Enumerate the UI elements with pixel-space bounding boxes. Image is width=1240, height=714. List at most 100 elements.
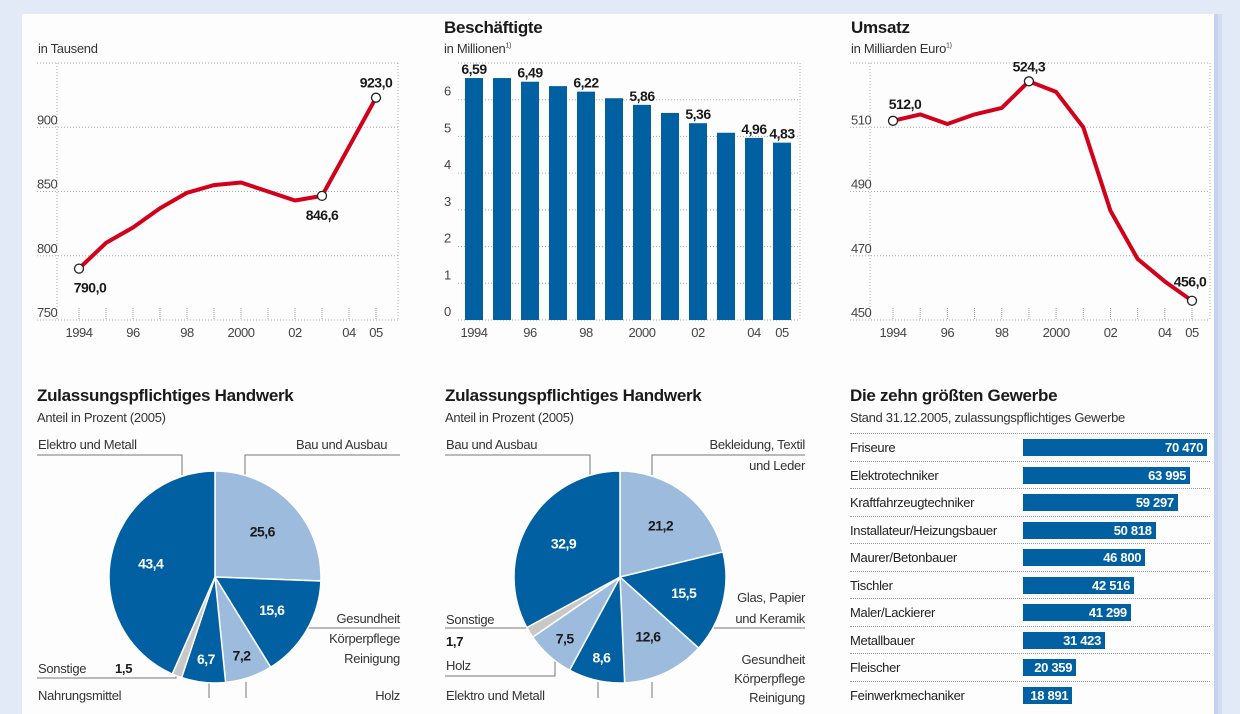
pie1-label-sonstige: Sonstige [38, 661, 87, 676]
top10-subtitle: Stand 31.12.2005, zulassungspflichtiges … [850, 410, 1125, 425]
y-tick-label: 3 [444, 194, 451, 209]
y-tick-label: 6 [444, 84, 451, 99]
data-label: 790,0 [74, 280, 107, 296]
bar [465, 78, 483, 320]
pie2-subtitle: Anteil in Prozent (2005) [445, 410, 574, 425]
trade-bar: 59 297 [1023, 494, 1178, 511]
data-label: 524,3 [1013, 58, 1046, 74]
slice-value-label: 7,5 [556, 631, 575, 647]
data-label: 6,22 [573, 75, 599, 91]
table-row: Feinwerkmechaniker 18 891 [850, 680, 1210, 708]
table-row: Friseure 70 470 [850, 433, 1210, 460]
x-tick-label: 2000 [1043, 325, 1070, 340]
x-tick-label: 1994 [66, 325, 93, 340]
data-label: 4,83 [769, 126, 795, 142]
x-tick-label: 96 [126, 325, 140, 340]
chart1-subtitle: in Tausend [38, 41, 98, 56]
chart1-line: 750 800 850 900 1994 96 98 2000 02 04 05 790,0 846,6… [37, 62, 399, 340]
slice-value-label: 12,6 [635, 628, 661, 644]
trade-bar: 18 891 [1023, 686, 1073, 704]
y-tick-label: 1 [444, 267, 451, 282]
trade-bar: 70 470 [1023, 439, 1207, 456]
pie1-title: Zulassungspflichtiges Handwerk [37, 386, 294, 405]
x-tick-label: 05 [775, 325, 789, 340]
chart3-title: Umsatz [851, 18, 910, 37]
x-tick-label: 96 [523, 325, 537, 340]
x-tick-label: 02 [691, 325, 705, 340]
pie2-label-gesundheit-1: Gesundheit [741, 652, 806, 667]
pie1-label-elektro: Elektro und Metall [38, 437, 137, 452]
y-tick-label: 0 [444, 304, 451, 319]
pie1-label-gesundheit-1: Gesundheit [336, 611, 401, 626]
data-label: 923,0 [360, 75, 393, 91]
trade-name: Maurer/Betonbauer [850, 550, 957, 565]
pie-slice [618, 551, 727, 650]
pie1-label-bau: Bau und Ausbau [296, 437, 388, 452]
x-tick-label: 1994 [461, 325, 488, 340]
bar [689, 123, 707, 320]
trade-bar: 63 995 [1023, 466, 1191, 484]
bar [633, 104, 651, 321]
pie2-label-glas-1: Glas, Papier [737, 590, 805, 605]
chart2-bars: 0 1 2 3 4 5 6 6,59 6,49 6,22 5,86 5,36 4,96 4,83 1994 9… [444, 61, 801, 340]
pie-slice [108, 470, 216, 676]
x-tick-label: 02 [288, 325, 302, 340]
chart2-title: Beschäftigte [444, 18, 543, 37]
table-row: Fleischer 20 359 [850, 653, 1210, 680]
chart3-subtitle: in Milliarden Euro1) [851, 41, 952, 56]
table-row: Tischler 42 516 [850, 570, 1210, 598]
slice-value-label: 6,7 [197, 651, 216, 667]
trade-name: Maler/Lackierer [850, 605, 936, 620]
pie1-label-gesundheit-2: Körperpflege [329, 631, 400, 646]
y-tick-label: 900 [37, 112, 57, 127]
x-tick-label: 98 [180, 325, 194, 340]
pie1-label-gesundheit-3: Reinigung [344, 651, 400, 666]
pie2-label-holz: Holz [446, 658, 471, 673]
x-tick-label: 02 [1104, 325, 1118, 340]
trade-name: Installateur/Heizungsbauer [850, 522, 997, 538]
data-point-marker [1186, 295, 1198, 306]
pie2-label-bau: Bau und Ausbau [446, 437, 538, 452]
slice-value-label: 43,4 [138, 555, 164, 571]
trade-name: Fleischer [850, 660, 901, 675]
bar [493, 78, 511, 320]
table-row: Installateur/Heizungsbauer 50 818 [850, 515, 1210, 543]
bar [521, 81, 539, 320]
data-label: 5,86 [629, 88, 655, 104]
pie2: 21,2 15,5 12,6 8,6 7,5 32,9 [445, 454, 805, 698]
pie1-sonstige-value: 1,5 [115, 661, 133, 676]
trade-name: Feinwerkmechaniker [850, 687, 965, 703]
data-point-marker [1023, 76, 1035, 87]
pie2-label-elektro: Elektro und Metall [446, 688, 545, 703]
table-row: Elektrotechniker 63 995 [850, 460, 1210, 488]
data-label: 456,0 [1174, 274, 1207, 290]
table-row: Kraftfahrzeugtechniker 59 297 [850, 488, 1210, 515]
x-tick-label: 04 [1158, 325, 1172, 340]
footnote-mark: 1) [946, 42, 952, 50]
y-tick-label: 2 [444, 231, 451, 246]
data-label: 6,49 [517, 65, 543, 81]
pie2-label-sonstige: Sonstige [446, 612, 495, 627]
chart2-subtitle: in Millionen1) [444, 41, 511, 56]
slice-value-label: 8,6 [592, 650, 611, 666]
trade-name: Friseure [850, 440, 896, 455]
trade-name: Tischler [850, 577, 893, 593]
slice-value-label: 32,9 [551, 535, 577, 551]
x-tick-label: 05 [369, 325, 383, 340]
pie2-label-bekleidung-1: Bekleidung, Textil [709, 437, 805, 452]
bar [549, 86, 567, 320]
pie-slice [619, 575, 700, 684]
x-tick-label: 04 [747, 325, 761, 340]
trade-bar: 31 423 [1023, 631, 1106, 649]
top10-title: Die zehn größten Gewerbe [850, 386, 1058, 405]
data-label: 6,59 [461, 61, 487, 77]
pie2-title: Zulassungspflichtiges Handwerk [445, 386, 702, 405]
pie-slice [214, 470, 322, 582]
trade-bar: 46 800 [1023, 549, 1146, 566]
bar [717, 132, 735, 320]
y-tick-label: 450 [851, 305, 871, 320]
x-tick-label: 98 [995, 325, 1009, 340]
bar [745, 137, 763, 320]
chart3-line: 450 470 490 510 1994 96 98 2000 02 04 05 512,0 524,3… [850, 58, 1211, 340]
trade-bar: 41 299 [1023, 604, 1131, 621]
